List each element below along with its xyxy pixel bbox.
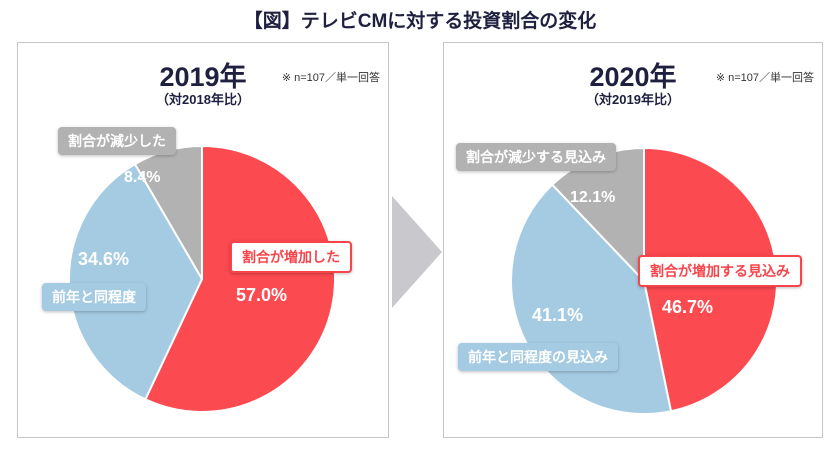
panel-2020: 2020年 （対2019年比） ※ n=107／単一回答 割合が減少する見込み … <box>443 42 823 438</box>
chart-subtitle-2019: （対2018年比） <box>156 92 250 107</box>
slice-value-decrease-2020: 12.1% <box>570 189 616 206</box>
slice-label-decrease-2019: 割合が減少した <box>58 127 176 155</box>
chart-subtitle-2020: （対2019年比） <box>586 92 680 107</box>
slice-value-same-2020: 41.1% <box>532 305 584 325</box>
slice-label-increase-2020: 割合が増加する見込み <box>638 255 802 287</box>
slice-value-decrease-2019: 8.4% <box>124 169 161 186</box>
page-title: 【図】テレビCMに対する投資割合の変化 <box>243 11 597 32</box>
chart-title-2019: 2019年 <box>159 62 247 92</box>
pie-chart-2019 <box>68 145 337 413</box>
sample-size-note-2019: ※ n=107／単一回答 <box>281 72 380 84</box>
slice-value-increase-2020: 46.7% <box>662 297 714 317</box>
slice-label-decrease-2020: 割合が減少する見込み <box>456 143 616 171</box>
slice-label-same-2019: 前年と同程度 <box>42 283 146 311</box>
sample-size-note-2020: ※ n=107／単一回答 <box>715 72 814 84</box>
panel-2019: 2019年 （対2018年比） ※ n=107／単一回答 割合が減少した 8.4… <box>17 42 389 438</box>
slice-value-same-2019: 34.6% <box>78 249 130 269</box>
slice-label-increase-2019: 割合が増加した <box>230 241 352 273</box>
transition-arrow-icon <box>392 196 442 308</box>
slice-value-increase-2019: 57.0% <box>236 285 288 305</box>
slice-label-same-2020: 前年と同程度の見込み <box>458 343 618 371</box>
pie-slice <box>144 145 337 413</box>
chart-title-2020: 2020年 <box>589 62 677 92</box>
